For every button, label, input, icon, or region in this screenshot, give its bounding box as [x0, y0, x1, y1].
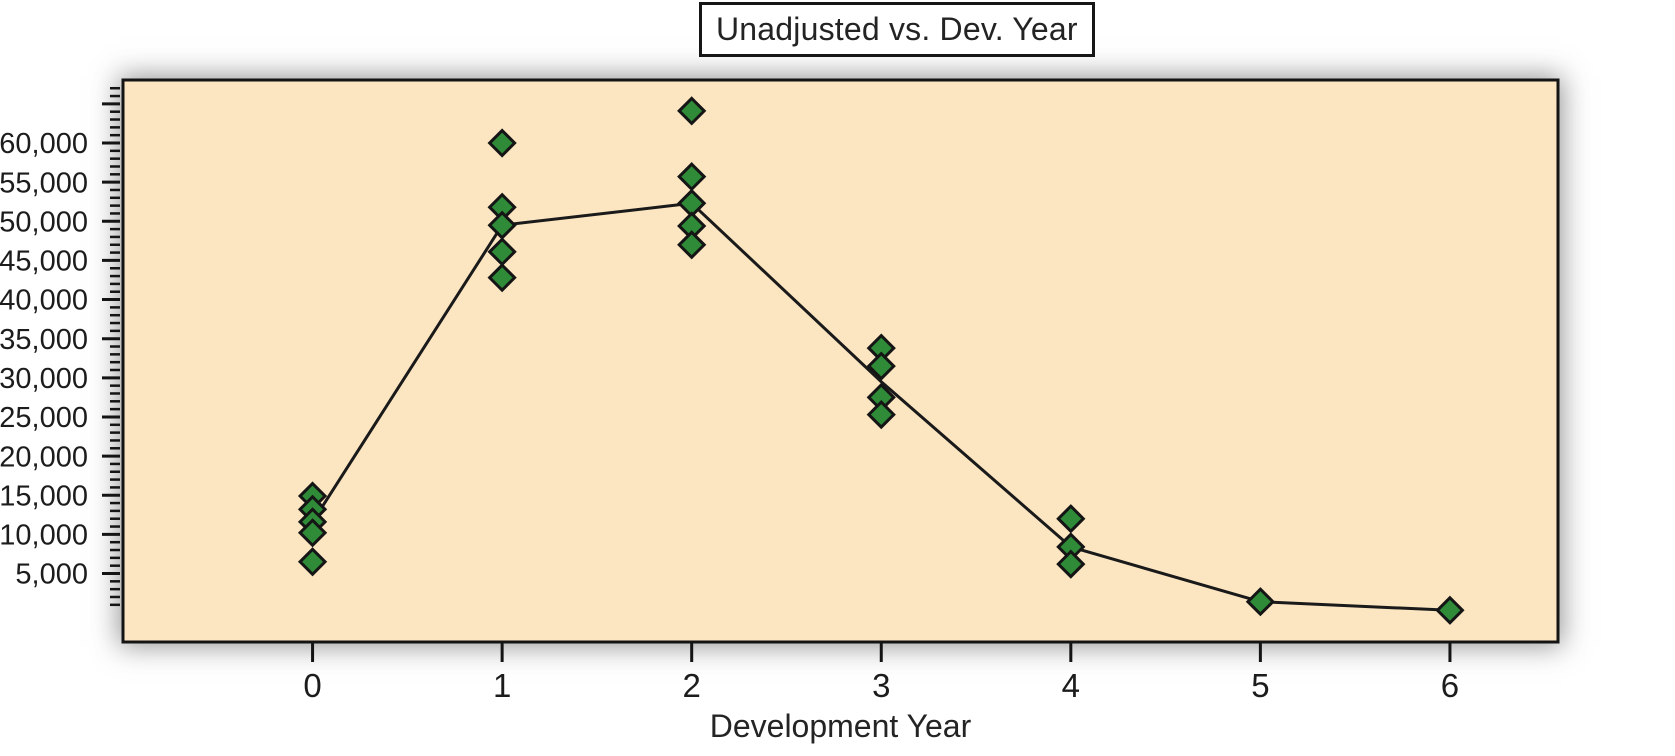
y-tick-label: 35,000 — [0, 324, 88, 356]
y-tick-label: 45,000 — [0, 246, 88, 278]
data-point-diamond — [677, 96, 707, 126]
data-point-diamond — [1435, 595, 1465, 625]
data-point-diamond — [1056, 504, 1086, 534]
x-tick-label: 5 — [1251, 667, 1269, 704]
x-tick-label: 1 — [493, 667, 511, 704]
y-tick-label: 55,000 — [0, 167, 88, 199]
data-point-diamond — [677, 162, 707, 192]
scatter-points — [297, 96, 1465, 625]
y-tick-label: 50,000 — [0, 206, 88, 238]
y-tick-label: 40,000 — [0, 285, 88, 317]
plot-area — [123, 80, 1558, 642]
data-point-diamond — [487, 210, 517, 240]
data-point-diamond — [866, 351, 896, 381]
plot-border — [121, 78, 1560, 644]
y-tick-label: 20,000 — [0, 441, 88, 473]
data-point-diamond — [297, 518, 328, 548]
x-axis-ticks: 0 1 2 3 4 5 6 — [303, 643, 1459, 704]
y-tick-label: 60,000 — [0, 128, 88, 160]
y-tick-label: 15,000 — [0, 480, 88, 512]
x-tick-label: 4 — [1062, 667, 1080, 704]
data-point-diamond — [487, 237, 517, 267]
x-axis-title: Development Year — [709, 708, 972, 744]
y-axis-ticks — [102, 86, 120, 607]
x-tick-label: 0 — [303, 667, 321, 704]
data-point-diamond — [866, 399, 896, 430]
data-point-diamond — [677, 230, 707, 260]
x-tick-label: 2 — [683, 667, 701, 704]
data-point-diamond — [487, 263, 517, 293]
data-point-diamond — [1056, 549, 1086, 579]
y-tick-label: 25,000 — [0, 402, 88, 434]
y-tick-label: 5,000 — [15, 559, 88, 591]
x-tick-label: 6 — [1441, 667, 1459, 704]
chart-title-box: Unadjusted vs. Dev. Year — [699, 2, 1095, 57]
data-point-diamond — [487, 128, 517, 158]
y-tick-label: 30,000 — [0, 363, 88, 395]
data-point-diamond — [1245, 587, 1276, 617]
chart-title: Unadjusted vs. Dev. Year — [716, 11, 1078, 47]
y-tick-label: 10,000 — [0, 520, 88, 552]
data-point-diamond — [297, 547, 328, 577]
y-axis-labels: 5,000 10,000 15,000 20,000 25,000 30,000 35,00… — [0, 128, 88, 591]
x-tick-label: 3 — [872, 667, 890, 704]
